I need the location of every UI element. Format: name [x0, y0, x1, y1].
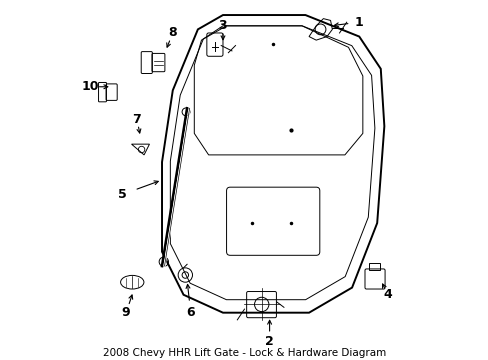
Text: 3: 3	[218, 19, 227, 32]
Text: 2008 Chevy HHR Lift Gate - Lock & Hardware Diagram: 2008 Chevy HHR Lift Gate - Lock & Hardwa…	[102, 347, 386, 357]
Text: 9: 9	[122, 306, 130, 319]
Text: 4: 4	[383, 288, 391, 301]
Text: 7: 7	[132, 113, 141, 126]
Text: 10: 10	[81, 80, 99, 93]
Bar	[368, 263, 379, 270]
Text: 1: 1	[354, 16, 363, 29]
Text: 6: 6	[186, 306, 195, 319]
Text: 8: 8	[168, 27, 177, 40]
Text: 5: 5	[118, 188, 127, 201]
Text: 2: 2	[264, 335, 273, 348]
